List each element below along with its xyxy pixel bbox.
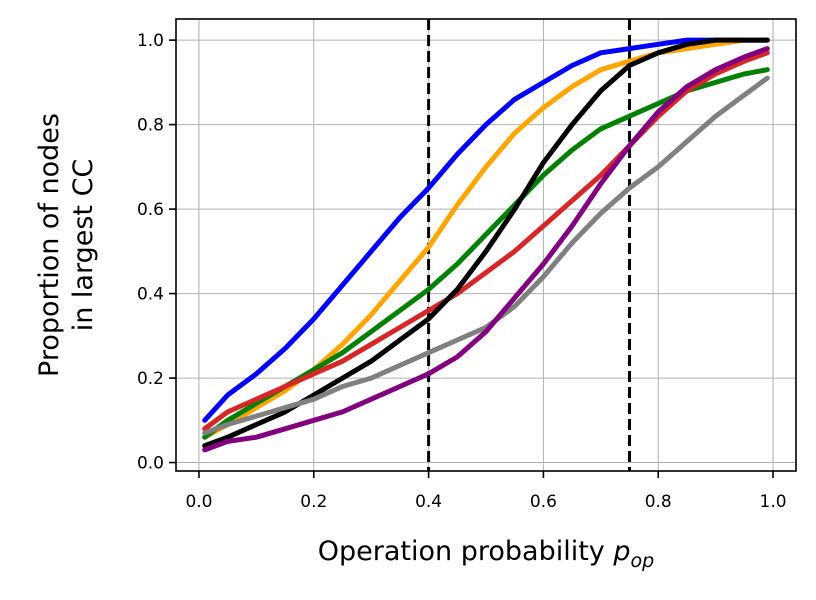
axis-ticks: 0.0 0.2 0.4 0.6 0.8 1.0 0.0 0.2 0.4 0.6 0.8 1.0 [137,31,787,512]
x-tick-label-2: 0.4 [415,492,442,512]
plot-frame [175,18,797,472]
series-line-3 [202,50,770,432]
series-line-0 [202,37,770,423]
y-tick-label-3: 0.6 [137,200,164,220]
series-line-5 [202,75,770,436]
series-line-6 [202,46,770,453]
y-axis-label-line-2: in largest CC [68,159,99,332]
x-axis-label: Operation probability pop [318,536,654,572]
x-axis-label-prefix: Operation probability [318,536,614,567]
y-tick-label-4: 0.8 [137,116,164,136]
y-axis-label-line-1: Proportion of nodes [34,113,65,377]
y-axis-label: Proportion of nodes in largest CC [34,113,99,377]
y-tick-label-5: 1.0 [137,31,164,51]
x-tick-label-0: 0.0 [185,492,212,512]
y-tick-label-0: 0.0 [137,454,164,474]
series-lines [202,37,770,453]
x-tick-label-1: 0.2 [300,492,327,512]
y-tick-label-2: 0.4 [137,285,164,305]
x-tick-label-5: 1.0 [760,492,787,512]
x-axis-label-symbol: p [612,536,630,567]
x-axis-label-subscript: op [631,550,655,572]
y-tick-label-1: 0.2 [137,369,164,389]
x-tick-label-3: 0.6 [530,492,557,512]
x-tick-label-4: 0.8 [645,492,672,512]
